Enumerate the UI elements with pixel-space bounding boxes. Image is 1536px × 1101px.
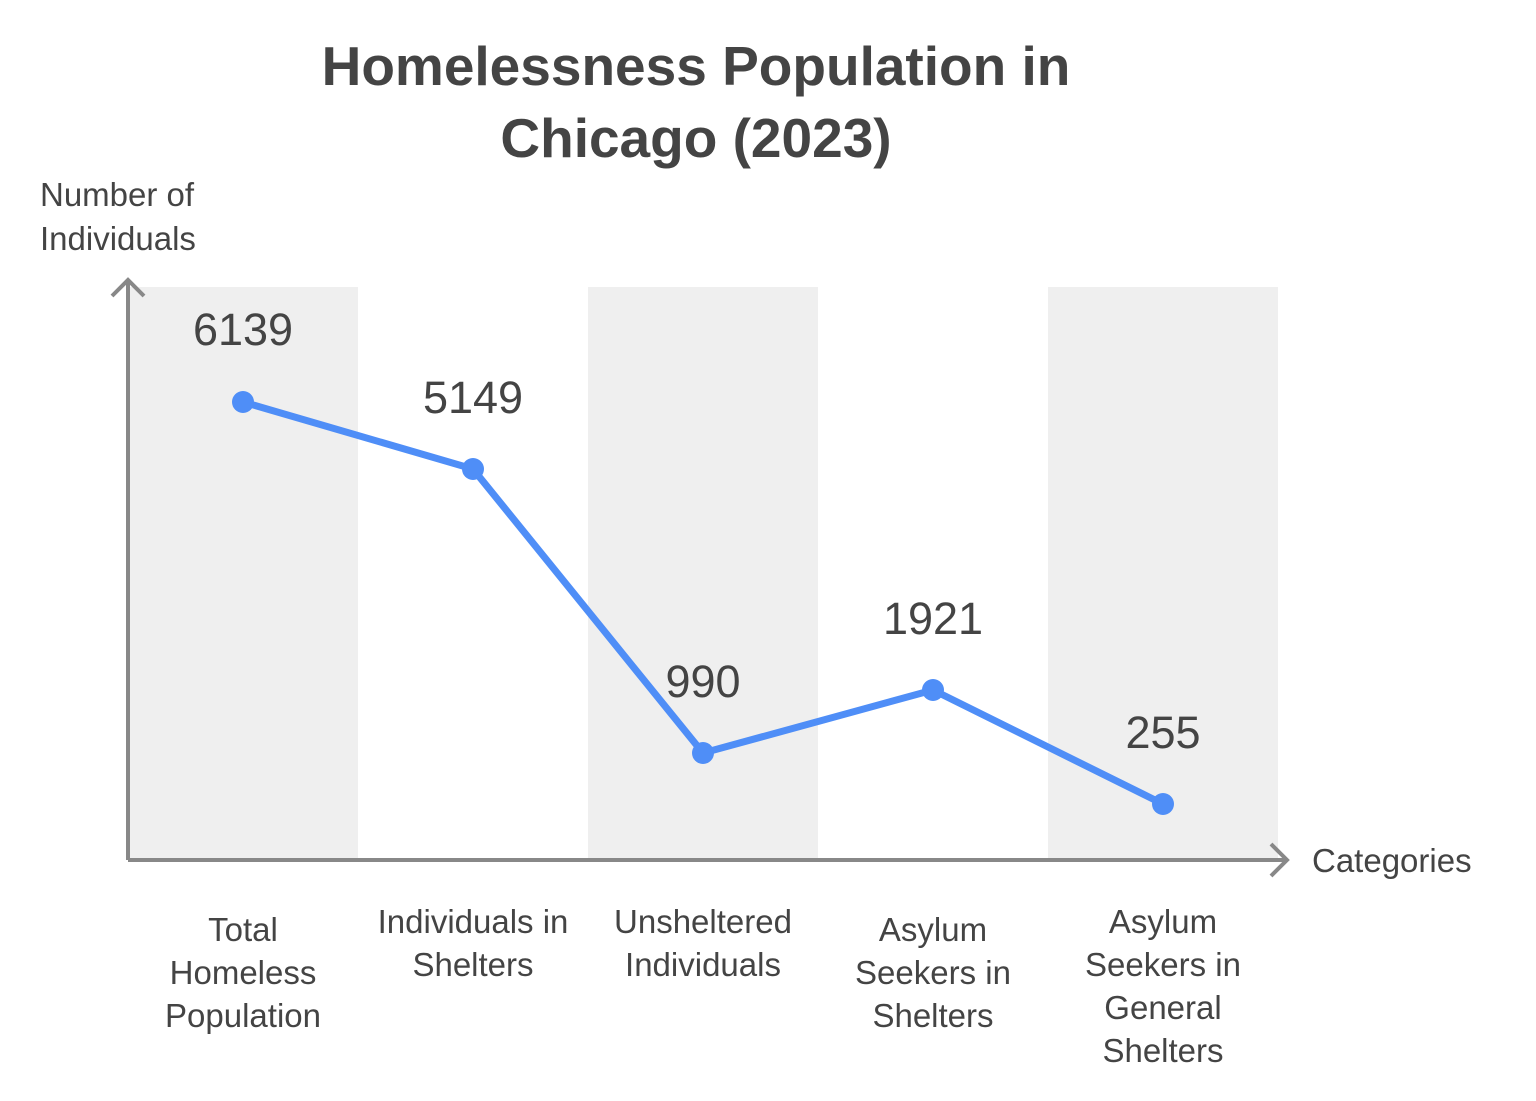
x-tick-label: Asylum Seekers in General Shelters (1085, 903, 1241, 1069)
x-tick-label: Asylum Seekers in Shelters (855, 911, 1011, 1034)
y-axis-arrow-icon (110, 277, 146, 298)
category-band (588, 287, 818, 860)
y-axis-label-line: Individuals (40, 220, 196, 257)
data-label: 255 (1125, 707, 1200, 758)
data-label: 990 (665, 656, 740, 707)
data-label: 6139 (193, 304, 293, 355)
x-tick-label: Unsheltered Individuals (614, 903, 792, 983)
data-point (922, 679, 944, 701)
x-axis-arrow-icon (1269, 842, 1290, 878)
x-tick-label: Total Homeless Population (165, 911, 321, 1034)
data-label: 1921 (883, 593, 983, 644)
x-tick-label: Individuals in Shelters (377, 903, 569, 983)
y-axis-label-line: Number of (40, 176, 195, 213)
data-point (232, 391, 254, 413)
chart-title-line: Homelessness Population in (321, 35, 1071, 97)
data-label: 5149 (423, 372, 523, 423)
category-band (128, 287, 358, 860)
data-point (462, 458, 484, 480)
x-axis-label: Categories (1312, 842, 1472, 879)
chart-title-line: Chicago (2023) (500, 107, 892, 169)
data-point (1152, 793, 1174, 815)
category-band (1048, 287, 1278, 860)
y-axis-label: Number of Individuals (40, 173, 196, 261)
chart-title: Homelessness Population in Chicago (2023… (196, 30, 1196, 174)
data-point (692, 742, 714, 764)
